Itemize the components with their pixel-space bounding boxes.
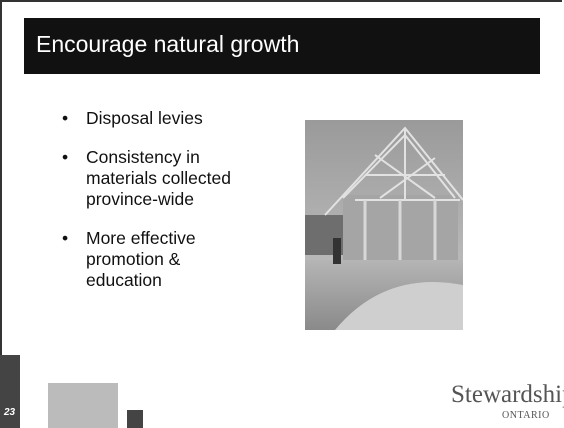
deco-bar-dark bbox=[0, 355, 20, 428]
title-bar bbox=[24, 18, 540, 74]
page-number: 23 bbox=[4, 407, 16, 418]
logo-region: ONTARIO bbox=[502, 410, 550, 421]
slide-title: Encourage natural growth bbox=[36, 31, 300, 57]
bullet: Consistency in materials collected provi… bbox=[62, 147, 236, 210]
logo-name: Stewardship bbox=[451, 381, 564, 408]
bullet-list: Disposal levies Consistency in materials… bbox=[62, 108, 252, 309]
bullet: Disposal levies bbox=[62, 108, 236, 129]
bullet: More effective promotion & education bbox=[62, 228, 236, 291]
photo bbox=[305, 120, 463, 330]
deco-bar-small bbox=[127, 410, 143, 428]
deco-bar-light bbox=[48, 383, 118, 428]
